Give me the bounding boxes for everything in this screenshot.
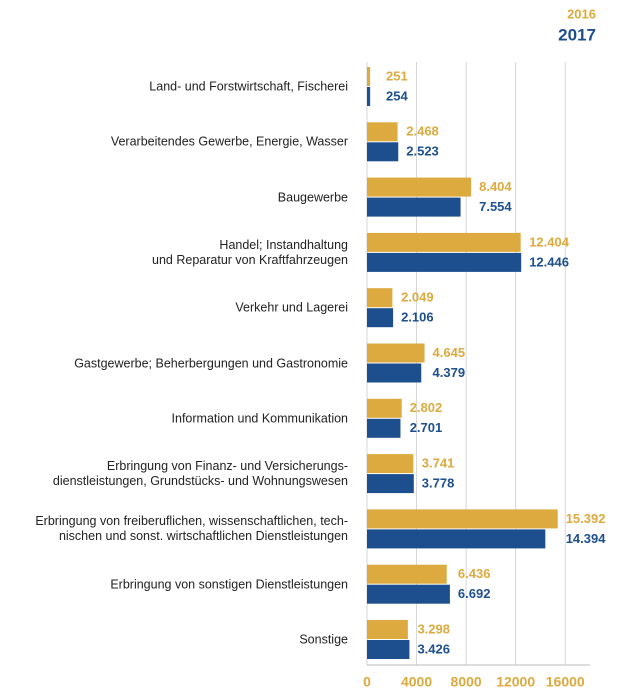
value-label: 2.106 bbox=[401, 310, 434, 325]
value-label: 15.392 bbox=[566, 511, 606, 526]
value-label: 251 bbox=[386, 68, 408, 83]
value-label: 3.426 bbox=[417, 641, 450, 656]
bar bbox=[367, 529, 546, 549]
bar bbox=[367, 640, 410, 659]
x-tick-label: 8000 bbox=[451, 674, 482, 690]
value-label: 4.645 bbox=[433, 345, 466, 360]
legend-label: 2016 bbox=[567, 6, 596, 21]
category-label: Gastgewerbe; Beherbergungen und Gastrono… bbox=[74, 356, 348, 370]
x-tick-label: 4000 bbox=[401, 674, 432, 690]
category-label: Sonstige bbox=[299, 632, 348, 647]
x-tick-label: 12000 bbox=[496, 674, 535, 690]
value-label: 2.701 bbox=[410, 420, 443, 435]
value-label: 6.692 bbox=[458, 586, 491, 601]
category-label: Baugewerbe bbox=[277, 190, 348, 205]
x-tick-label: 0 bbox=[363, 674, 371, 690]
bar bbox=[367, 232, 521, 252]
value-label: 3.778 bbox=[422, 476, 455, 491]
value-label: 2.523 bbox=[406, 144, 439, 159]
value-label: 12.446 bbox=[529, 254, 569, 269]
bar bbox=[367, 454, 414, 474]
legend-label: 2017 bbox=[558, 25, 596, 44]
value-label: 6.436 bbox=[458, 566, 491, 581]
bar bbox=[367, 343, 425, 363]
value-label: 12.404 bbox=[529, 234, 570, 249]
bar bbox=[367, 67, 371, 86]
x-tick-label: 16000 bbox=[546, 674, 585, 690]
value-label: 3.741 bbox=[422, 456, 455, 471]
category-label: Information und Kommunikation bbox=[171, 411, 348, 426]
bar bbox=[367, 474, 414, 494]
bar bbox=[367, 620, 408, 639]
bar bbox=[367, 308, 394, 328]
value-label: 3.298 bbox=[417, 621, 450, 636]
bar bbox=[367, 418, 401, 438]
bar bbox=[367, 398, 402, 418]
category-label: Erbringung von Finanz- und Versicherungs… bbox=[52, 459, 348, 489]
bar bbox=[367, 252, 522, 272]
bar bbox=[367, 177, 472, 197]
bar bbox=[367, 509, 558, 529]
bar bbox=[367, 584, 450, 604]
bar bbox=[367, 363, 422, 383]
value-label: 14.394 bbox=[566, 531, 607, 546]
category-label: Verarbeitendes Gewerbe, Energie, Wasser bbox=[110, 134, 348, 149]
value-label: 4.379 bbox=[433, 365, 466, 380]
bar bbox=[367, 288, 393, 308]
category-label: Erbringung von freiberuflichen, wissensc… bbox=[35, 514, 348, 544]
value-label: 254 bbox=[386, 88, 408, 103]
category-label: Verkehr und Lagerei bbox=[235, 300, 348, 315]
category-label: Handel; Instandhaltung und Reparatur von… bbox=[152, 237, 348, 267]
value-label: 7.554 bbox=[479, 199, 512, 214]
bar bbox=[367, 87, 371, 106]
value-label: 2.049 bbox=[401, 290, 434, 305]
bar bbox=[367, 142, 399, 162]
bar bbox=[367, 564, 447, 584]
category-label: Land- und Forstwirtschaft, Fischerei bbox=[149, 79, 348, 94]
bar bbox=[367, 197, 461, 217]
bar bbox=[367, 122, 398, 142]
value-label: 2.802 bbox=[410, 400, 443, 415]
value-label: 2.468 bbox=[406, 124, 439, 139]
category-label: Erbringung von sonstigen Dienstleistunge… bbox=[110, 577, 348, 592]
value-label: 8.404 bbox=[479, 179, 512, 194]
